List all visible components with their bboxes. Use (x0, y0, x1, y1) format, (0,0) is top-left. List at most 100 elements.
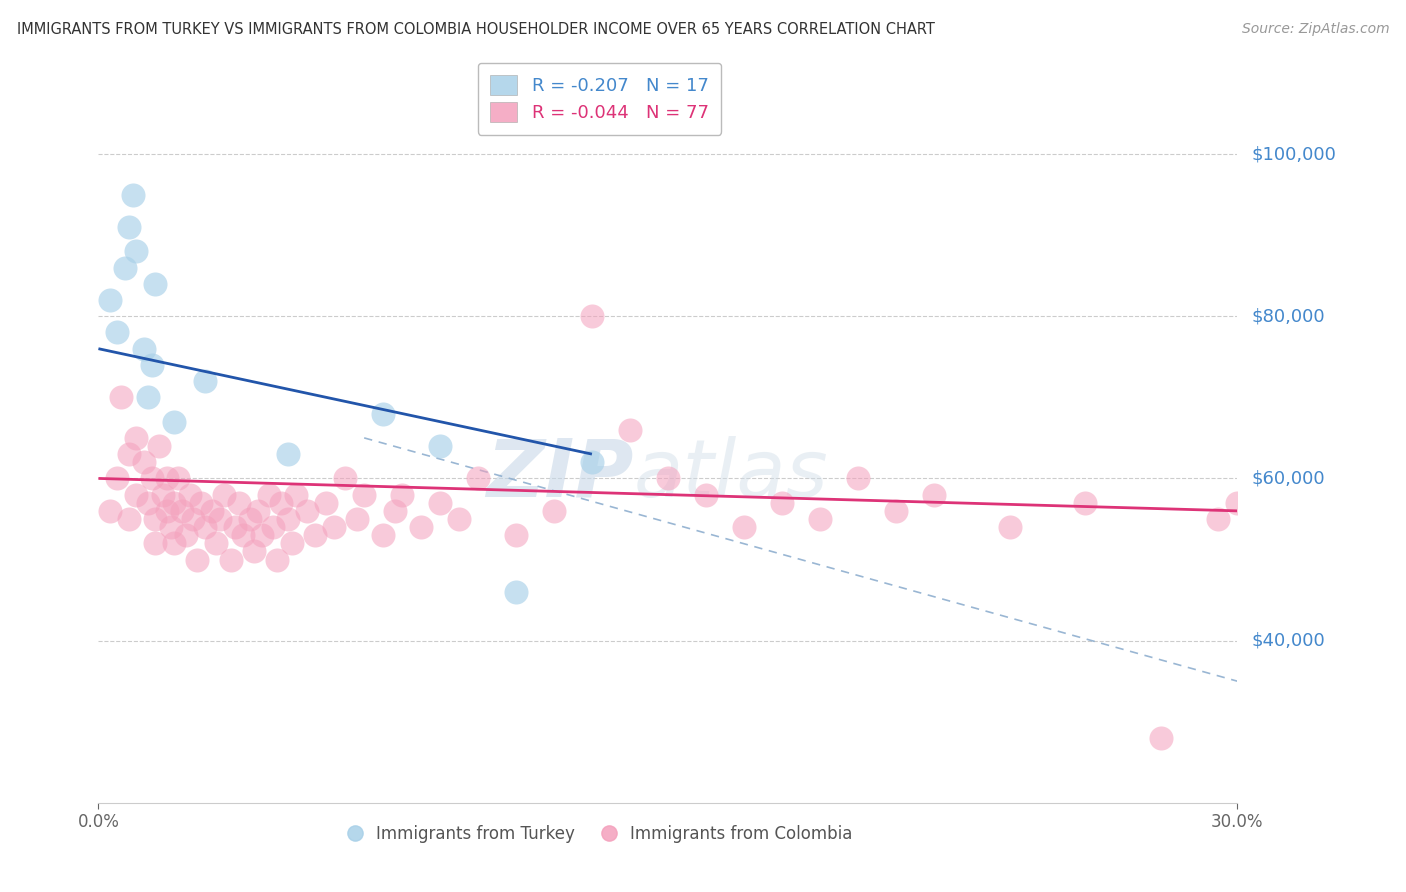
Point (998, 520, 1021, 534)
Point (110, 390, 132, 404)
Point (281, 536, 304, 550)
Point (125, 488, 148, 502)
Point (619, 423, 641, 437)
Point (107, 471, 129, 485)
Point (322, 520, 344, 534)
Point (148, 439, 170, 453)
Point (335, 471, 357, 485)
Point (277, 447, 299, 461)
Point (145, 277, 167, 291)
Point (136, 496, 159, 510)
Point (581, 455, 603, 469)
Point (429, 439, 451, 453)
Point (174, 528, 197, 542)
Point (156, 471, 179, 485)
Point (132, 342, 155, 356)
Point (186, 552, 208, 566)
Point (183, 512, 205, 526)
Point (1208, 512, 1230, 526)
Text: atlas: atlas (634, 435, 828, 514)
Point (770, 496, 793, 510)
Point (1150, 731, 1173, 745)
Point (270, 496, 292, 510)
Point (163, 536, 186, 550)
Point (107, 326, 129, 340)
Point (114, 260, 136, 275)
Point (163, 496, 186, 510)
Point (346, 512, 368, 526)
Point (221, 552, 243, 566)
Text: $40,000: $40,000 (1251, 632, 1324, 649)
Point (228, 496, 250, 510)
Point (118, 447, 141, 461)
Point (152, 488, 174, 502)
Point (167, 471, 190, 485)
Point (543, 504, 565, 518)
Point (922, 488, 945, 502)
Point (170, 504, 193, 518)
Point (657, 471, 679, 485)
Point (239, 512, 262, 526)
Point (246, 504, 269, 518)
Point (259, 488, 281, 502)
Point (194, 520, 217, 534)
Text: $60,000: $60,000 (1251, 469, 1324, 487)
Point (159, 520, 181, 534)
Point (194, 374, 217, 388)
Point (1226, 496, 1249, 510)
Text: ZIP: ZIP (486, 435, 634, 514)
Point (118, 220, 141, 235)
Point (205, 536, 228, 550)
Point (98, 293, 121, 307)
Point (449, 512, 471, 526)
Point (411, 520, 433, 534)
Point (145, 536, 167, 550)
Point (353, 488, 375, 502)
Point (371, 407, 394, 421)
Point (384, 504, 406, 518)
Point (132, 455, 155, 469)
Point (250, 528, 273, 542)
Point (125, 244, 148, 259)
Point (581, 310, 603, 324)
Point (371, 528, 394, 542)
Point (212, 488, 235, 502)
Point (190, 496, 212, 510)
Point (201, 504, 224, 518)
Point (141, 471, 163, 485)
Point (391, 488, 413, 502)
Text: $100,000: $100,000 (1251, 145, 1336, 163)
Point (156, 504, 179, 518)
Point (262, 520, 284, 534)
Point (121, 187, 143, 202)
Text: IMMIGRANTS FROM TURKEY VS IMMIGRANTS FROM COLOMBIA HOUSEHOLDER INCOME OVER 65 YE: IMMIGRANTS FROM TURKEY VS IMMIGRANTS FRO… (17, 22, 935, 37)
Point (208, 512, 231, 526)
Legend: Immigrants from Turkey, Immigrants from Colombia: Immigrants from Turkey, Immigrants from … (337, 817, 860, 852)
Point (467, 471, 489, 485)
Point (145, 512, 167, 526)
Point (315, 496, 337, 510)
Point (224, 520, 246, 534)
Text: $80,000: $80,000 (1251, 307, 1324, 326)
Point (284, 488, 307, 502)
Point (163, 415, 186, 429)
Point (243, 544, 266, 558)
Point (1074, 496, 1097, 510)
Text: Source: ZipAtlas.com: Source: ZipAtlas.com (1241, 22, 1389, 37)
Point (297, 504, 319, 518)
Point (695, 488, 717, 502)
Point (505, 585, 527, 599)
Point (232, 528, 254, 542)
Point (98, 504, 121, 518)
Point (733, 520, 755, 534)
Point (118, 512, 141, 526)
Point (846, 471, 869, 485)
Point (141, 358, 163, 372)
Point (277, 512, 299, 526)
Point (808, 512, 831, 526)
Point (179, 488, 201, 502)
Point (884, 504, 907, 518)
Point (266, 552, 288, 566)
Point (505, 528, 527, 542)
Point (429, 496, 451, 510)
